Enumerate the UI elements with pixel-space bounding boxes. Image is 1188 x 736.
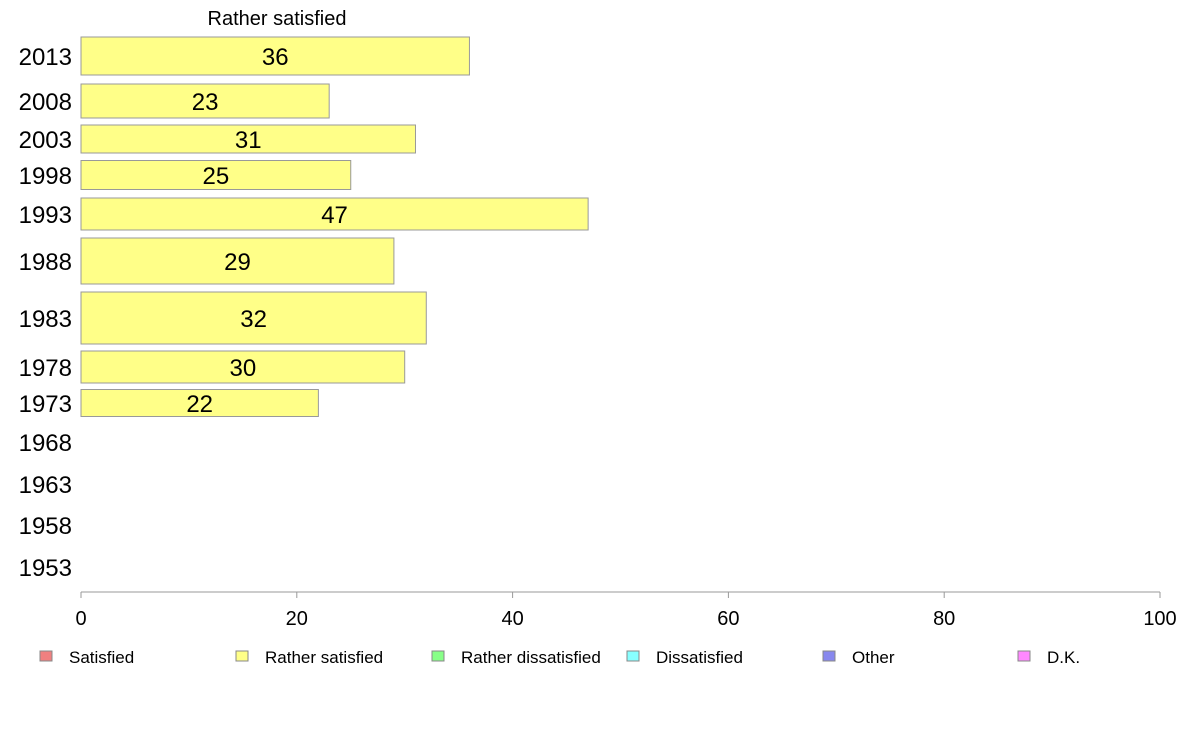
- year-label-1968: 1968: [19, 430, 72, 457]
- legend-label-dissatisfied: Dissatisfied: [656, 648, 743, 667]
- bar-1998: [80, 160, 352, 190]
- value-label-1988: 29: [224, 249, 251, 276]
- legend: Satisfied Rather satisfied Rather dissatis…: [39, 648, 1080, 667]
- legend-swatch-rather-satisfied: [235, 650, 249, 662]
- chart-title: Rather satisfied: [208, 8, 347, 30]
- legend-swatch-rather-dissatisfied: [431, 650, 445, 662]
- year-label-1963: 1963: [19, 472, 72, 499]
- year-label-1973: 1973: [19, 391, 72, 418]
- legend-label-d-k: D.K.: [1047, 648, 1080, 667]
- legend-swatch-dissatisfied: [626, 650, 640, 662]
- value-label-1983: 32: [240, 306, 267, 333]
- x-tick-label-20: 20: [286, 608, 308, 630]
- value-label-2008: 23: [192, 89, 219, 116]
- legend-label-other: Other: [852, 648, 895, 667]
- year-label-1953: 1953: [19, 555, 72, 582]
- bar-1988: [80, 237, 395, 285]
- x-tick-label-0: 0: [75, 608, 86, 630]
- bar-1978: [80, 350, 406, 384]
- legend-swatch-satisfied: [39, 650, 53, 662]
- value-label-1993: 47: [321, 202, 348, 229]
- legend-swatch-d-k: [1017, 650, 1031, 662]
- legend-label-rather-satisfied: Rather satisfied: [265, 648, 383, 667]
- value-label-1973: 22: [186, 391, 213, 418]
- legend-label-rather-dissatisfied: Rather dissatisfied: [461, 648, 601, 667]
- year-label-1993: 1993: [19, 202, 72, 229]
- x-tick-label-40: 40: [501, 608, 523, 630]
- bar-2013: [80, 36, 470, 76]
- value-label-1998: 25: [203, 163, 230, 190]
- legend-label-satisfied: Satisfied: [69, 648, 134, 667]
- x-axis: 0 20 40 60 80 100: [75, 591, 1177, 630]
- legend-swatch-other: [822, 650, 836, 662]
- year-label-1958: 1958: [19, 513, 72, 540]
- bar-1993: [80, 197, 589, 231]
- year-label-2013: 2013: [19, 44, 72, 71]
- x-tick-label-60: 60: [717, 608, 739, 630]
- year-label-1998: 1998: [19, 163, 72, 190]
- x-tick-label-100: 100: [1143, 608, 1176, 630]
- year-label-1978: 1978: [19, 355, 72, 382]
- year-labels: 2013 2008 2003 1998 1993 1988 1983 1978 1973 1968…: [19, 44, 72, 582]
- bar-2008: [80, 83, 330, 119]
- value-label-2003: 31: [235, 127, 262, 154]
- year-label-1988: 1988: [19, 249, 72, 276]
- year-label-2003: 2003: [19, 127, 72, 154]
- bar-1983: [80, 291, 427, 345]
- bar-1973: [80, 389, 319, 417]
- value-label-1978: 30: [229, 355, 256, 382]
- year-label-1983: 1983: [19, 306, 72, 333]
- x-tick-label-80: 80: [933, 608, 955, 630]
- bar-2003: [80, 124, 416, 154]
- value-label-2013: 36: [262, 44, 289, 71]
- year-label-2008: 2008: [19, 89, 72, 116]
